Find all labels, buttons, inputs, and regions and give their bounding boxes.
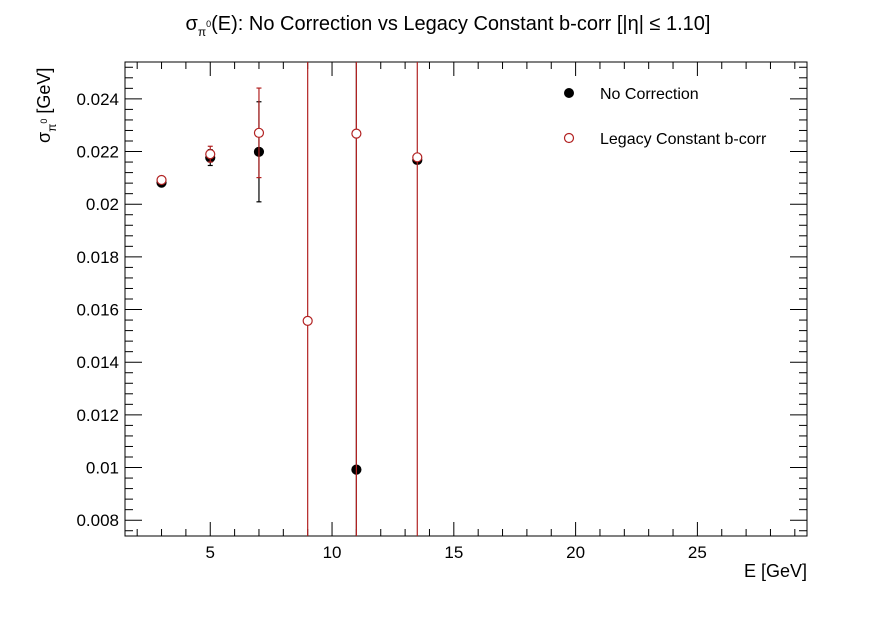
y-tick-label: 0.01	[86, 459, 119, 478]
series-1	[156, 62, 423, 536]
x-tick-label: 15	[444, 543, 463, 562]
x-axis-title: E [GeV]	[744, 561, 807, 581]
x-tick-label: 20	[566, 543, 585, 562]
axis-ticks	[125, 62, 807, 536]
legend-marker-no-correction	[564, 88, 574, 98]
series-0	[156, 62, 423, 536]
y-tick-label: 0.022	[76, 143, 119, 162]
y-tick-label: 0.024	[76, 90, 119, 109]
data-point	[412, 152, 423, 163]
legend-marker-legacy-constant-b-corr	[563, 132, 575, 144]
chart-title: σπ0(E): No Correction vs Legacy Constant…	[186, 13, 711, 39]
y-tick-labels: 0.008 0.01 0.012 0.014 0.016 0.018 0.02 0.022 0.…	[76, 90, 119, 530]
x-tick-labels: 5 10 15 20 25	[206, 543, 707, 562]
y-tick-label: 0.016	[76, 301, 119, 320]
y-tick-label: 0.012	[76, 406, 119, 425]
y-tick-label: 0.02	[86, 195, 119, 214]
y-tick-label: 0.018	[76, 248, 119, 267]
data-point	[156, 174, 167, 186]
x-tick-label: 5	[206, 543, 215, 562]
data-point	[351, 128, 362, 139]
legend-label-no-correction: No Correction	[600, 86, 699, 103]
legend: No Correction Legacy Constant b-corr	[563, 86, 767, 148]
x-tick-label: 10	[323, 543, 342, 562]
legend-label-legacy-constant-b-corr: Legacy Constant b-corr	[600, 131, 767, 148]
data-point	[253, 127, 265, 138]
y-tick-label: 0.014	[76, 353, 119, 372]
y-tick-label: 0.008	[76, 511, 119, 530]
data-point	[205, 149, 216, 160]
data-point	[302, 315, 313, 326]
y-axis-title: σπ0 [GeV]	[34, 68, 59, 143]
x-tick-label: 25	[688, 543, 707, 562]
plot-area	[156, 62, 423, 536]
